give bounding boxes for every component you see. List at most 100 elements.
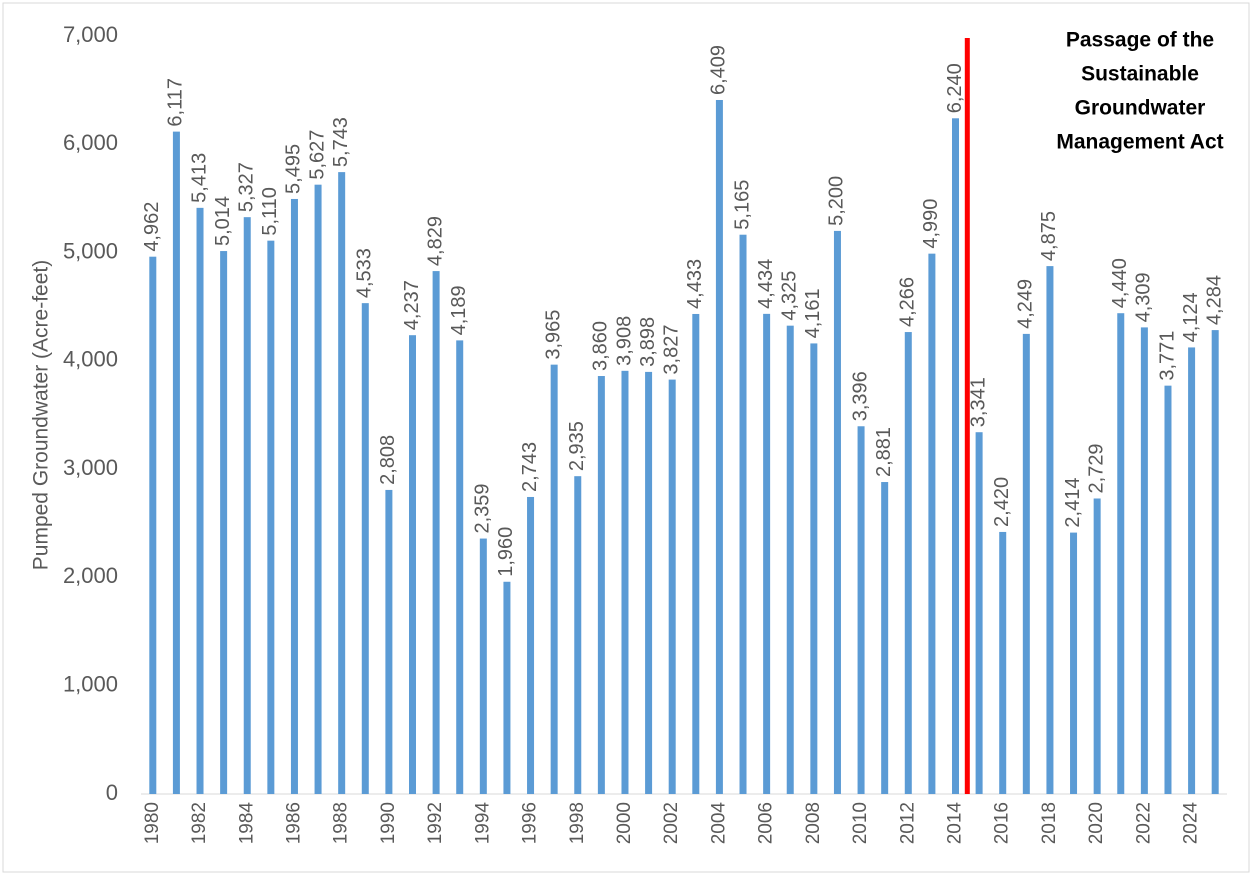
y-axis-label: Pumped Groundwater (Acre-feet) (30, 260, 53, 570)
x-tick-label: 2022 (1133, 802, 1154, 844)
x-tick-label: 2020 (1086, 802, 1107, 844)
x-tick-label: 2018 (1039, 802, 1060, 844)
x-tick-label: 1980 (142, 802, 163, 844)
value-label: 4,249 (1015, 279, 1037, 329)
value-label: 2,935 (566, 421, 588, 471)
value-label: 3,396 (849, 371, 871, 421)
value-label: 3,341 (967, 377, 989, 427)
value-label: 3,771 (1156, 331, 1178, 381)
value-label: 3,965 (542, 310, 564, 360)
bar (432, 271, 440, 795)
bar (786, 325, 794, 794)
x-tick-label: 2000 (614, 802, 635, 844)
value-label: 6,117 (165, 78, 187, 127)
x-tick-label: 2014 (945, 802, 966, 845)
y-tick-label: 4,000 (63, 347, 118, 372)
bar (621, 370, 629, 794)
bar (952, 118, 959, 795)
value-label: 2,359 (472, 483, 494, 533)
bar (409, 335, 416, 794)
bar (881, 482, 889, 794)
bar (810, 343, 818, 794)
bar (267, 240, 275, 794)
value-label: 4,440 (1109, 258, 1131, 308)
x-tick-label: 1984 (236, 802, 257, 845)
bar (1164, 385, 1172, 794)
value-label: 5,413 (188, 153, 210, 203)
bar (1140, 327, 1148, 794)
value-label: 5,495 (283, 144, 305, 194)
bar (904, 332, 912, 794)
bar (692, 313, 700, 794)
value-label: 4,124 (1180, 292, 1202, 342)
x-tick-label: 1988 (331, 802, 352, 844)
value-label: 2,808 (377, 435, 399, 485)
bar (527, 496, 535, 794)
annotation-text: Management Act (1056, 131, 1223, 154)
bar (1211, 330, 1219, 794)
bar (739, 234, 747, 794)
annotation-text: Sustainable (1081, 63, 1199, 86)
value-label: 6,409 (708, 45, 730, 95)
y-tick-label: 2,000 (63, 563, 118, 588)
y-tick-label: 1,000 (63, 672, 118, 697)
bar (715, 99, 723, 795)
bar (1070, 532, 1078, 794)
value-label: 5,014 (212, 196, 234, 246)
value-label: 4,434 (755, 259, 777, 309)
x-tick-label: 1996 (520, 802, 541, 844)
value-label: 4,284 (1203, 275, 1225, 325)
value-label: 3,860 (590, 321, 612, 371)
value-label: 2,743 (519, 442, 541, 492)
bar (290, 198, 298, 795)
x-tick-label: 2006 (756, 802, 777, 844)
value-label: 1,960 (495, 527, 517, 577)
bar (503, 581, 511, 794)
bar (597, 376, 605, 794)
value-label: 2,881 (873, 427, 895, 477)
bar (385, 489, 393, 794)
value-label: 4,266 (897, 277, 919, 327)
bar (975, 432, 983, 794)
bar (456, 340, 464, 794)
annotation-text: Groundwater (1075, 97, 1206, 120)
bar (645, 371, 653, 794)
value-label: 2,729 (1085, 443, 1107, 493)
x-tick-label: 1994 (472, 802, 493, 845)
value-label: 5,743 (330, 117, 352, 167)
bar (479, 538, 487, 794)
value-label: 4,533 (354, 248, 376, 298)
bar (833, 230, 841, 794)
x-tick-label: 1982 (189, 802, 210, 844)
x-tick-label: 2002 (661, 802, 682, 844)
x-tick-label: 1998 (567, 802, 588, 844)
bar (196, 207, 204, 794)
value-label: 5,327 (236, 162, 258, 212)
x-tick-label: 2024 (1181, 802, 1202, 845)
bar (1093, 498, 1101, 794)
value-label: 4,433 (684, 259, 706, 309)
value-label: 4,325 (779, 271, 801, 321)
bar (361, 303, 369, 794)
y-tick-label: 0 (106, 780, 118, 805)
value-label: 4,237 (401, 280, 423, 330)
y-tick-label: 3,000 (63, 455, 118, 480)
value-label: 4,189 (448, 285, 470, 335)
bar (1117, 313, 1125, 794)
bar (763, 313, 771, 794)
y-tick-label: 7,000 (63, 22, 118, 47)
bar (243, 217, 251, 795)
bar (1188, 347, 1196, 794)
x-tick-label: 2004 (708, 802, 729, 845)
value-label: 5,110 (259, 187, 281, 236)
y-tick-label: 5,000 (63, 238, 118, 263)
bar (338, 172, 346, 795)
value-label: 5,165 (731, 180, 753, 230)
annotation-text: Passage of the (1066, 29, 1214, 52)
value-label: 4,161 (802, 288, 824, 338)
value-label: 4,829 (424, 216, 446, 266)
bar (172, 131, 180, 795)
x-tick-label: 1992 (425, 802, 446, 844)
value-label: 6,240 (944, 63, 966, 113)
value-label: 5,200 (826, 176, 848, 226)
